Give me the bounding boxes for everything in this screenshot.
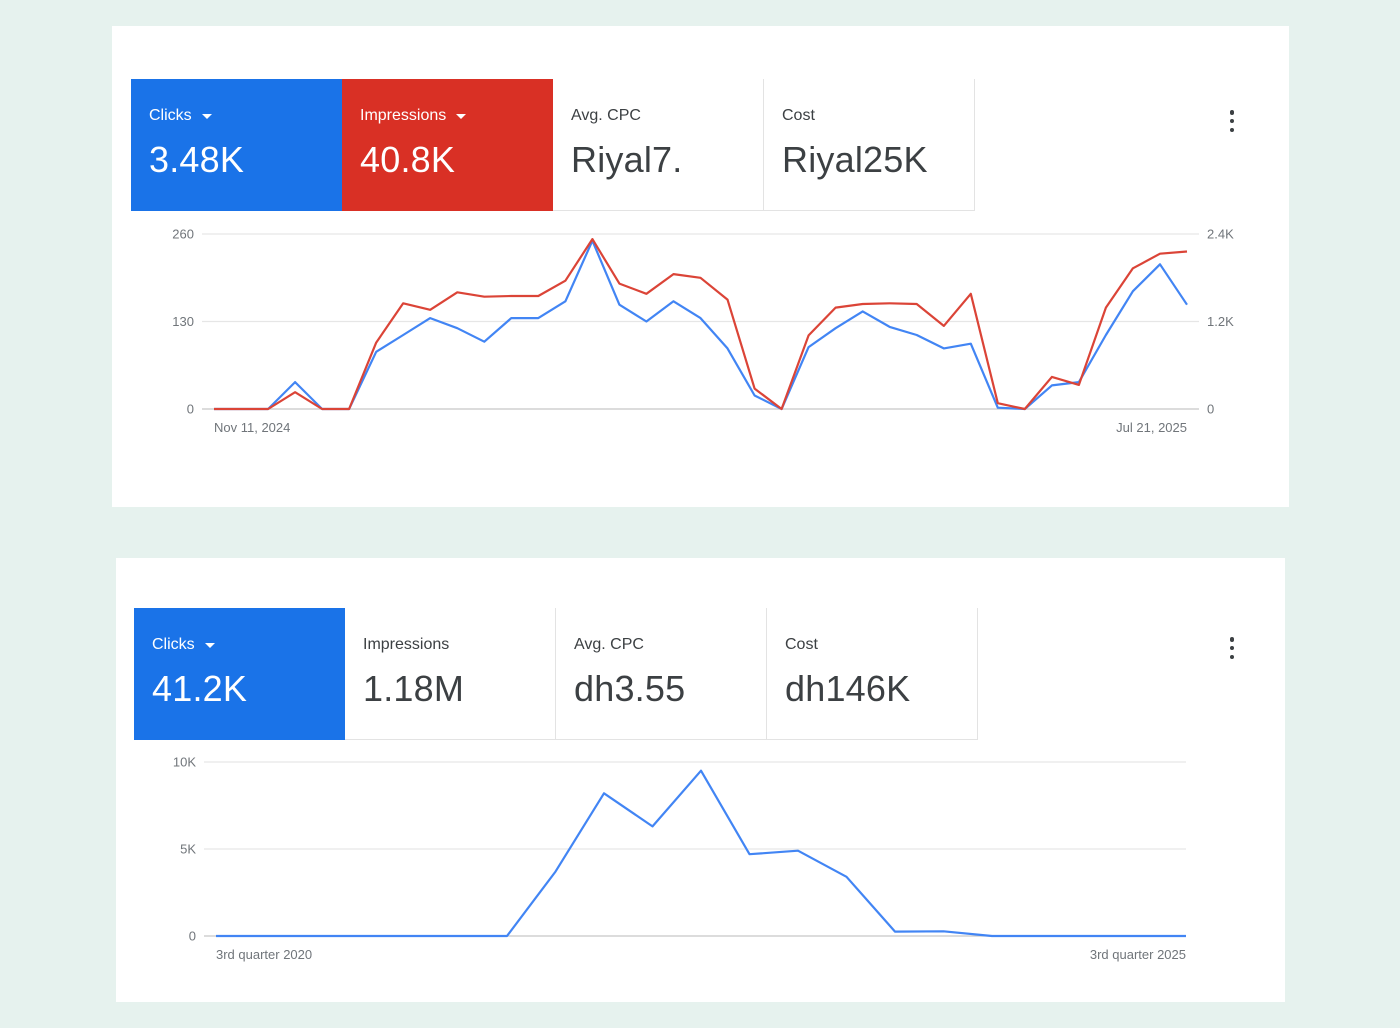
y-left-tick-label: 5K [180,842,196,857]
cost-value: dh146K [785,668,911,709]
avg-cpc-label: Avg. CPC [574,636,644,653]
cost-value: Riyal25K [782,139,928,180]
performance-card-2: Clicks 41.2K Impressions 1.18M Avg. CPC … [116,558,1285,1002]
x-end-label: 3rd quarter 2025 [1090,947,1186,962]
dropdown-caret-icon[interactable] [204,642,215,648]
avg-cpc-value: dh3.55 [574,668,686,709]
cost-tile[interactable]: Cost Riyal25K [764,79,975,211]
line-chart-1: 0 130 260 0 1.2K 2.4K Nov 11, 2024 Jul 21, 2025 [172,227,1234,436]
clicks-value: 3.48K [149,139,245,180]
y-right-tick-label: 1.2K [1207,314,1234,329]
dropdown-caret-icon[interactable] [201,113,212,119]
cost-label: Cost [785,636,818,653]
impressions-value: 1.18M [363,668,465,709]
metric-tiles: Clicks 41.2K Impressions 1.18M Avg. CPC … [134,608,978,740]
clicks-label: Clicks [149,107,192,124]
x-start-label: 3rd quarter 2020 [216,947,312,962]
y-right-tick-label: 2.4K [1207,227,1234,242]
series-line-clicks [216,769,1186,938]
line-chart-2: 0 5K 10K 3rd quarter 2020 3rd quarter 2025 [173,755,1186,962]
avg-cpc-label: Avg. CPC [571,107,641,124]
series-line-impressions [214,238,1188,411]
impressions-label: Impressions [363,636,450,653]
metric-tiles: Clicks 3.48K Impressions 40.8K Avg. CPC … [131,79,975,211]
clicks-tile[interactable]: Clicks 3.48K [131,79,342,211]
impressions-value: 40.8K [360,139,456,180]
x-end-label: Jul 21, 2025 [1116,420,1187,435]
more-options-icon[interactable] [1229,110,1235,132]
y-left-tick-label: 10K [173,755,196,770]
cost-tile[interactable]: Cost dh146K [767,608,978,740]
y-right-tick-label: 0 [1207,402,1214,417]
y-left-tick-label: 260 [172,227,194,242]
impressions-tile[interactable]: Impressions 1.18M [345,608,556,740]
y-left-tick-label: 0 [187,402,194,417]
impressions-label: Impressions [360,107,447,124]
avg-cpc-value: Riyal7. [571,139,683,180]
cost-label: Cost [782,107,815,124]
clicks-tile[interactable]: Clicks 41.2K [134,608,345,740]
impressions-tile[interactable]: Impressions 40.8K [342,79,553,211]
performance-card-1: Clicks 3.48K Impressions 40.8K Avg. CPC … [112,26,1289,507]
y-left-tick-label: 130 [172,314,194,329]
clicks-label: Clicks [152,636,195,653]
dropdown-caret-icon[interactable] [456,113,467,119]
avg-cpc-tile[interactable]: Avg. CPC Riyal7. [553,79,764,211]
avg-cpc-tile[interactable]: Avg. CPC dh3.55 [556,608,767,740]
x-start-label: Nov 11, 2024 [214,420,290,435]
more-options-icon[interactable] [1229,637,1235,659]
clicks-value: 41.2K [152,668,248,709]
y-left-tick-label: 0 [189,929,196,944]
